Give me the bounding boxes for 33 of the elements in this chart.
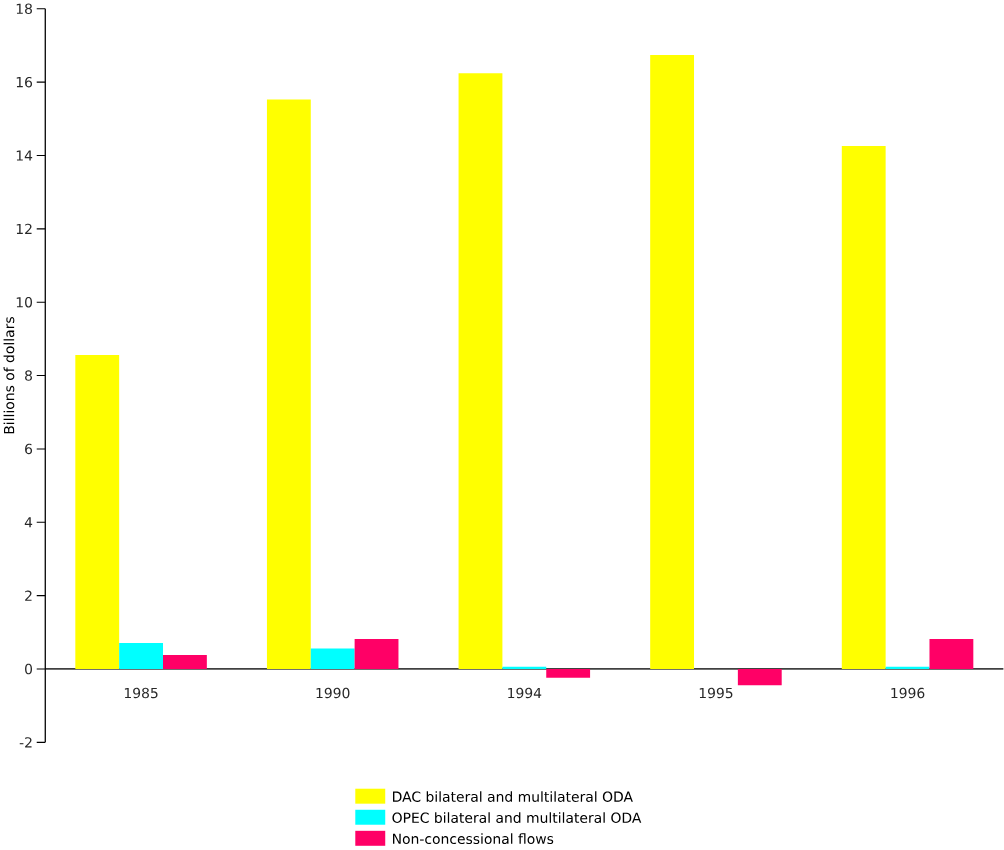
x-tick-label: 1990 — [316, 687, 350, 699]
y-tick-label: 2 — [25, 590, 32, 601]
legend-label: DAC bilateral and multilateral ODA — [393, 791, 633, 803]
y-tick-label: 0 — [25, 663, 33, 675]
bar — [929, 639, 974, 670]
bar — [75, 355, 120, 670]
bar — [119, 643, 163, 670]
x-tick-label: 1994 — [508, 687, 542, 699]
y-tick-label: 6 — [25, 443, 33, 455]
bar — [163, 655, 207, 670]
y-tick-label: 8 — [25, 370, 32, 381]
x-tick-label: 1985 — [124, 687, 158, 699]
legend-label: Non-concessional flows — [393, 833, 554, 845]
y-tick-label: 16 — [16, 77, 33, 88]
y-tick-label: 12 — [16, 223, 32, 235]
y-tick-label: -2 — [19, 737, 32, 748]
bar — [266, 99, 311, 670]
y-tick-label: 10 — [16, 297, 33, 308]
bar — [458, 73, 503, 670]
x-tick-label: 1995 — [699, 687, 733, 699]
bar — [310, 648, 355, 670]
bar — [650, 55, 695, 670]
bar — [546, 669, 591, 678]
y-tick-label: 18 — [16, 3, 32, 15]
bar — [502, 666, 547, 670]
bar — [841, 146, 886, 670]
y-tick-label: 4 — [24, 517, 33, 528]
y-tick-label: 14 — [16, 150, 33, 161]
y-axis-title: Billions of dollars — [3, 317, 15, 434]
bar — [737, 669, 782, 686]
x-tick-label: 1996 — [891, 687, 925, 699]
bar — [354, 639, 399, 670]
legend-label: OPEC bilateral and multilateral ODA — [392, 812, 642, 824]
